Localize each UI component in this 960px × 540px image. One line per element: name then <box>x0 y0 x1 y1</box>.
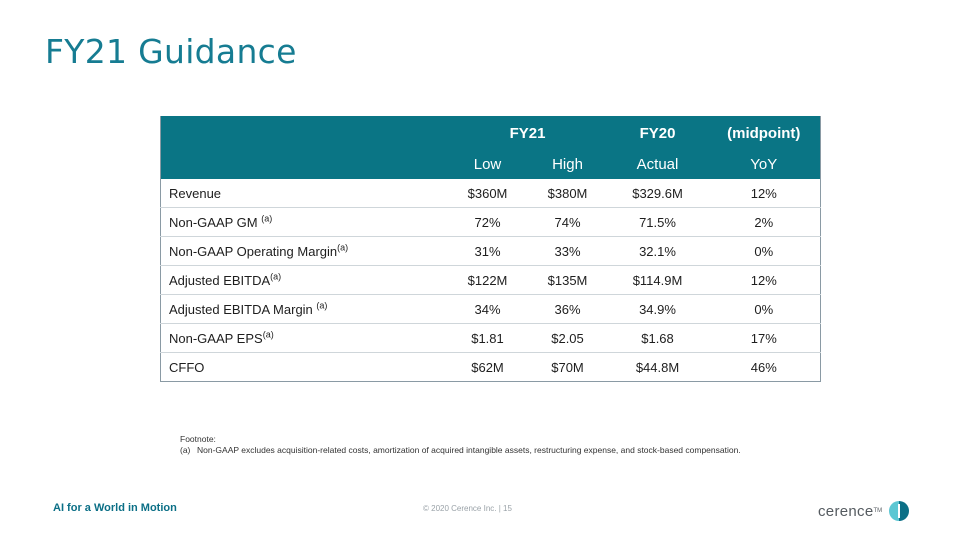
cell-yoy: 0% <box>707 294 821 324</box>
cell-actual: 32.1% <box>607 236 708 266</box>
table-header-row-1: FY21 FY20 (midpoint) <box>160 116 821 149</box>
row-label: Non-GAAP EPS(a) <box>160 323 448 353</box>
cell-high: $135M <box>527 265 608 295</box>
cell-actual: $114.9M <box>607 265 708 295</box>
cell-low: 31% <box>447 236 528 266</box>
cell-low: 72% <box>447 207 528 237</box>
row-label: Revenue <box>160 179 448 208</box>
row-label: Non-GAAP Operating Margin(a) <box>160 236 448 266</box>
cell-yoy: 17% <box>707 323 821 353</box>
table-row: Revenue $360M $380M $329.6M 12% <box>160 179 821 208</box>
cell-low: 34% <box>447 294 528 324</box>
cerence-logo: cerence TM <box>818 500 910 522</box>
guidance-table: FY21 FY20 (midpoint) Low High Actual YoY… <box>160 116 822 382</box>
header-low: Low <box>473 155 502 173</box>
cell-low: $360M <box>447 179 528 208</box>
header-fy21: FY21 <box>509 124 546 142</box>
cell-high: 33% <box>527 236 608 266</box>
cell-yoy: 46% <box>707 352 821 382</box>
table-row: Non-GAAP EPS(a) $1.81 $2.05 $1.68 17% <box>160 323 821 353</box>
guidance-table-container: FY21 FY20 (midpoint) Low High Actual YoY… <box>160 116 822 382</box>
cell-actual: 71.5% <box>607 207 708 237</box>
header-midpoint: (midpoint) <box>727 124 801 142</box>
cell-yoy: 0% <box>707 236 821 266</box>
cell-low: $62M <box>447 352 528 382</box>
cell-actual: $1.68 <box>607 323 708 353</box>
table-row: Non-GAAP Operating Margin(a) 31% 33% 32.… <box>160 236 821 266</box>
slide-title: FY21 Guidance <box>45 32 297 71</box>
footnote-heading: Footnote: <box>180 434 216 444</box>
header-high: High <box>552 155 583 173</box>
cell-low: $122M <box>447 265 528 295</box>
cell-high: $380M <box>527 179 608 208</box>
footnote-mark: (a) <box>180 445 191 455</box>
cell-high: 74% <box>527 207 608 237</box>
logo-trademark: TM <box>873 508 883 514</box>
logo-wordmark: cerence <box>818 502 874 520</box>
table-row: CFFO $62M $70M $44.8M 46% <box>160 352 821 382</box>
row-label: Adjusted EBITDA(a) <box>160 265 448 295</box>
table-row: Adjusted EBITDA Margin (a) 34% 36% 34.9%… <box>160 294 821 324</box>
table-row: Non-GAAP GM (a) 72% 74% 71.5% 2% <box>160 207 821 237</box>
cell-low: $1.81 <box>447 323 528 353</box>
footnote-text: Non-GAAP excludes acquisition-related co… <box>197 445 741 455</box>
cell-high: $70M <box>527 352 608 382</box>
cell-yoy: 12% <box>707 179 821 208</box>
row-label: Adjusted EBITDA Margin (a) <box>160 294 448 324</box>
cell-high: 36% <box>527 294 608 324</box>
row-label: Non-GAAP GM (a) <box>160 207 448 237</box>
header-empty-cell <box>161 149 448 179</box>
cerence-mark-icon <box>889 501 910 521</box>
row-label: CFFO <box>160 352 448 382</box>
table-row: Adjusted EBITDA(a) $122M $135M $114.9M 1… <box>160 265 821 295</box>
cell-yoy: 2% <box>707 207 821 237</box>
cell-actual: $329.6M <box>607 179 708 208</box>
footer-tagline: AI for a World in Motion <box>53 502 177 514</box>
footnote: Footnote: (a) Non-GAAP excludes acquisit… <box>180 434 780 456</box>
footnote-item: (a) Non-GAAP excludes acquisition-relate… <box>180 445 780 456</box>
footer-copyright: © 2020 Cerence Inc. | 15 <box>423 504 512 513</box>
header-actual: Actual <box>636 155 679 173</box>
header-empty-cell <box>161 116 448 149</box>
cell-actual: $44.8M <box>607 352 708 382</box>
header-fy20: FY20 <box>639 124 676 142</box>
cell-yoy: 12% <box>707 265 821 295</box>
table-header-row-2: Low High Actual YoY <box>160 149 821 179</box>
cell-high: $2.05 <box>527 323 608 353</box>
cell-actual: 34.9% <box>607 294 708 324</box>
header-yoy: YoY <box>750 155 778 173</box>
